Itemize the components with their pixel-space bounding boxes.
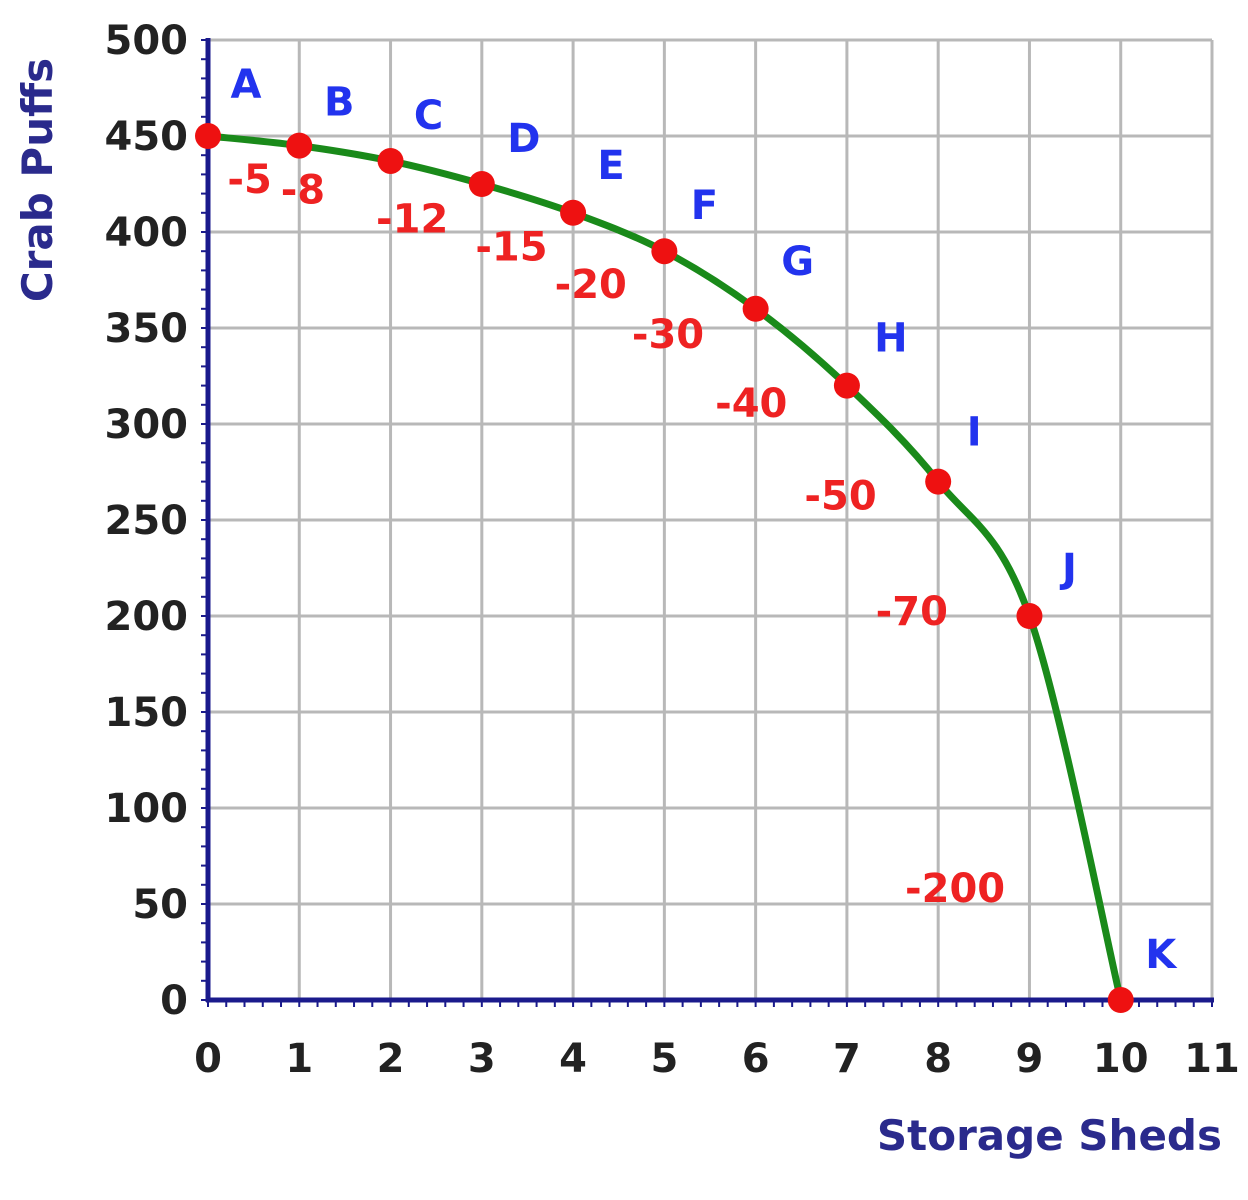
- y-tick-label: 500: [105, 18, 189, 64]
- point-labels: A B C D E F G H I J K: [231, 62, 1179, 978]
- slope-label-8: -50: [804, 474, 876, 520]
- point-label-H: H: [874, 316, 907, 362]
- point-label-K: K: [1145, 932, 1178, 978]
- slope-label-4: -15: [475, 224, 547, 270]
- data-point-G: [742, 295, 769, 322]
- y-tick-label: 400: [105, 210, 189, 256]
- slope-label-2: -8: [281, 167, 325, 213]
- y-tick-label: 50: [132, 882, 188, 928]
- data-point-K: [1107, 987, 1134, 1013]
- data-point-F: [651, 238, 678, 265]
- x-tick-label: 0: [194, 1036, 222, 1082]
- y-tick-label: 150: [105, 690, 189, 736]
- slope-label-6: -30: [632, 312, 704, 358]
- point-label-G: G: [781, 239, 814, 285]
- point-label-F: F: [691, 183, 718, 229]
- data-point-C: [377, 147, 404, 174]
- x-tick-label: 9: [1016, 1036, 1044, 1082]
- x-axis-title: Storage Sheds: [877, 1111, 1222, 1160]
- y-tick-label: 300: [105, 402, 189, 448]
- point-label-E: E: [597, 143, 624, 189]
- slope-label-7: -40: [715, 381, 787, 427]
- x-tick-label: 1: [285, 1036, 313, 1082]
- x-tick-label: 6: [742, 1036, 770, 1082]
- data-point-D: [468, 171, 495, 197]
- x-tick-label: 8: [924, 1036, 952, 1082]
- x-tick-label: 7: [833, 1036, 861, 1082]
- slope-label-9: -70: [876, 589, 948, 635]
- grid: [208, 38, 1214, 1000]
- x-tick-label: 3: [468, 1036, 496, 1082]
- y-tick-label: 100: [105, 786, 189, 832]
- point-label-B: B: [324, 80, 355, 126]
- data-point-B: [286, 132, 313, 159]
- point-label-A: A: [231, 62, 262, 108]
- y-tick-label: 250: [105, 498, 189, 544]
- x-tick-label: 11: [1184, 1036, 1240, 1082]
- slope-label-1: -5: [227, 157, 271, 203]
- data-point-E: [560, 199, 587, 226]
- x-tick-label: 4: [559, 1036, 587, 1082]
- y-tick-label: 450: [105, 114, 189, 160]
- slope-label-5: -20: [555, 262, 627, 308]
- slope-labels: -5 -8 -12 -15-20-30-40 -50 -70 -200: [227, 157, 1005, 912]
- data-point-H: [833, 372, 860, 399]
- slope-label-10: -200: [905, 866, 1005, 912]
- tick-labels: 0 50 100 150 200 250 300 350 400 450 500 0 1 2 3 4 5 6 7 8 9…: [105, 18, 1240, 1082]
- point-label-C: C: [414, 93, 443, 139]
- point-label-D: D: [507, 116, 540, 162]
- y-tick-label: 350: [105, 306, 189, 352]
- point-label-J: J: [1059, 546, 1077, 592]
- data-points: [195, 123, 1134, 1013]
- x-tick-label: 2: [377, 1036, 405, 1082]
- y-tick-label: 200: [105, 594, 189, 640]
- y-tick-label: 0: [160, 978, 188, 1024]
- x-tick-label: 10: [1093, 1036, 1149, 1082]
- data-point-I: [925, 468, 952, 495]
- axes: [201, 38, 1214, 1007]
- data-point-J: [1016, 603, 1043, 629]
- slope-label-3: -12: [376, 196, 448, 242]
- data-point-A: [195, 123, 221, 149]
- point-label-I: I: [967, 410, 982, 456]
- y-axis-title: Crab Puffs: [13, 58, 62, 302]
- x-tick-label: 5: [650, 1036, 678, 1082]
